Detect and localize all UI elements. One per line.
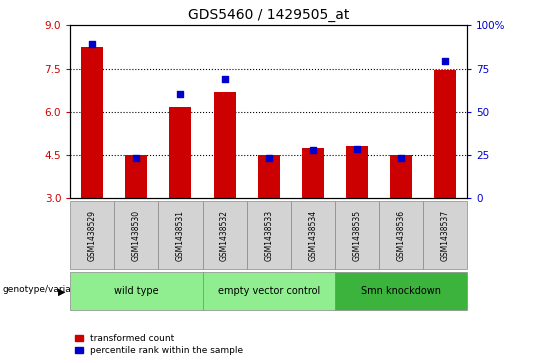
Text: genotype/variation: genotype/variation <box>3 285 89 294</box>
Text: GSM1438535: GSM1438535 <box>353 210 361 261</box>
Bar <box>125 155 147 198</box>
Point <box>265 155 273 160</box>
Text: ▶: ▶ <box>58 286 66 296</box>
Bar <box>434 70 456 198</box>
Legend: transformed count, percentile rank within the sample: transformed count, percentile rank withi… <box>75 334 243 355</box>
Point <box>308 147 317 153</box>
Text: GSM1438530: GSM1438530 <box>132 210 141 261</box>
Title: GDS5460 / 1429505_at: GDS5460 / 1429505_at <box>188 8 349 22</box>
Text: empty vector control: empty vector control <box>218 286 320 296</box>
Bar <box>346 146 368 198</box>
Text: Smn knockdown: Smn knockdown <box>361 286 441 296</box>
Bar <box>390 155 412 198</box>
Bar <box>81 47 103 198</box>
Text: GSM1438529: GSM1438529 <box>87 210 97 261</box>
Point <box>88 41 97 47</box>
Bar <box>213 91 235 198</box>
Text: GSM1438537: GSM1438537 <box>441 210 449 261</box>
Point <box>441 58 449 64</box>
Point <box>397 155 406 160</box>
Point <box>353 146 361 152</box>
Point <box>176 91 185 97</box>
Point <box>220 76 229 81</box>
Text: GSM1438533: GSM1438533 <box>264 210 273 261</box>
Text: GSM1438536: GSM1438536 <box>396 210 406 261</box>
Text: GSM1438531: GSM1438531 <box>176 210 185 261</box>
Point <box>132 155 141 160</box>
Text: GSM1438532: GSM1438532 <box>220 210 229 261</box>
Bar <box>302 147 324 198</box>
Text: wild type: wild type <box>114 286 159 296</box>
Text: GSM1438534: GSM1438534 <box>308 210 317 261</box>
Bar <box>170 107 192 198</box>
Bar <box>258 155 280 198</box>
